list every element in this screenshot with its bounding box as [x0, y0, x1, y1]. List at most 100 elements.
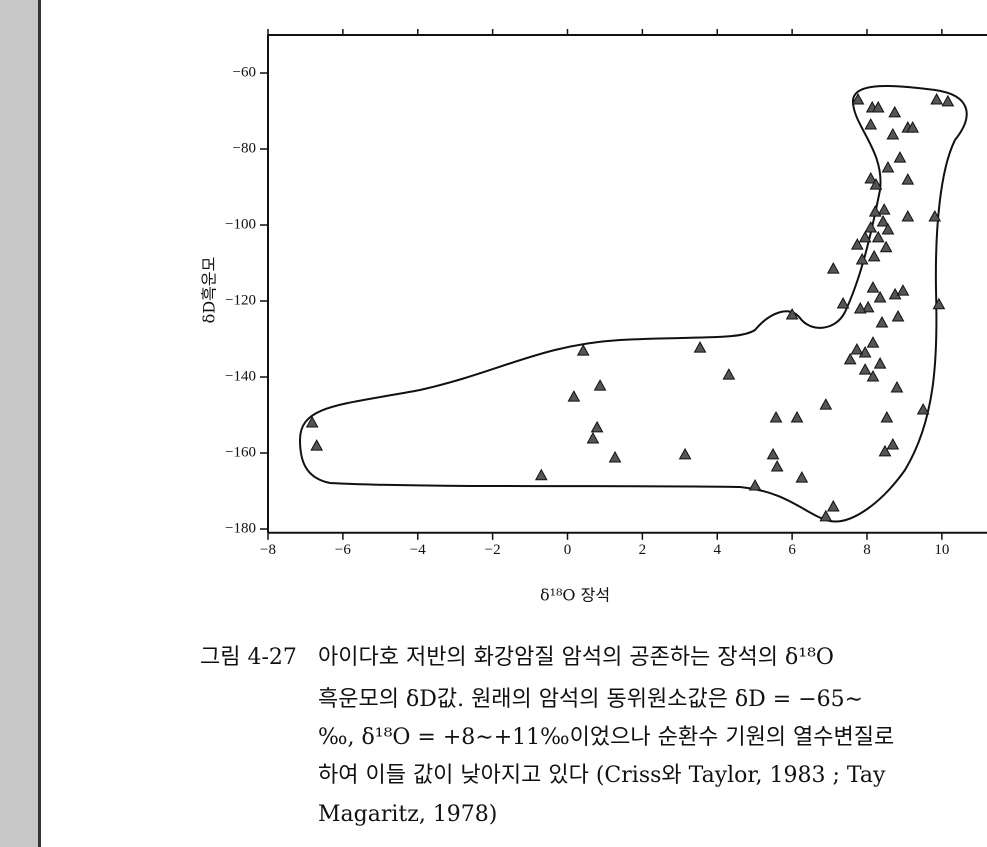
- point: [867, 249, 881, 262]
- point: [850, 342, 864, 355]
- y-tick-label: −60: [233, 64, 256, 80]
- point: [866, 369, 880, 382]
- y-tick-label: −80: [233, 140, 256, 156]
- point: [310, 439, 324, 451]
- point: [878, 444, 892, 457]
- y-tick-label: −140: [225, 368, 256, 384]
- point: [858, 346, 872, 358]
- point: [881, 222, 895, 235]
- point: [901, 209, 915, 222]
- point: [748, 479, 762, 491]
- point: [534, 468, 548, 481]
- point: [766, 447, 780, 460]
- x-tick-label: −6: [335, 542, 351, 558]
- point: [770, 460, 784, 472]
- point: [851, 92, 865, 105]
- point: [876, 214, 890, 227]
- point: [769, 411, 783, 423]
- point: [593, 379, 607, 391]
- point: [873, 357, 887, 369]
- point: [678, 447, 692, 460]
- point: [875, 316, 889, 328]
- point: [826, 499, 840, 512]
- point: [855, 252, 869, 265]
- point: [853, 301, 867, 314]
- point: [890, 380, 904, 393]
- point: [866, 336, 880, 348]
- y-tick-label: −100: [225, 216, 256, 232]
- point: [871, 230, 885, 243]
- point: [836, 297, 850, 309]
- point: [868, 205, 882, 217]
- point: [881, 160, 895, 173]
- x-tick-label: 0: [564, 542, 572, 558]
- page-edge: [38, 0, 41, 847]
- x-tick-label: −8: [260, 542, 276, 558]
- point: [850, 238, 864, 250]
- y-tick-label: −160: [225, 444, 256, 460]
- point: [826, 262, 840, 274]
- point: [864, 221, 878, 233]
- caption-line: 아이다호 저반의 화강암질 암석의 공존하는 장석의 δ¹⁸O: [318, 645, 834, 670]
- x-tick-label: 4: [714, 542, 722, 558]
- y-axis-label: δD흑운모: [200, 257, 219, 324]
- point: [608, 450, 622, 463]
- caption-line: 흑운모의 δD값. 원래의 암석의 동위원소값은 δD = −65∼: [318, 687, 863, 712]
- point: [864, 171, 878, 184]
- point: [893, 151, 907, 163]
- point: [722, 368, 736, 380]
- point: [795, 471, 809, 483]
- x-tick-label: 6: [788, 542, 796, 558]
- contour: [298, 84, 968, 523]
- point: [906, 121, 920, 133]
- point: [886, 437, 900, 450]
- x-axis-label: δ¹⁸O 장석: [540, 586, 610, 605]
- point: [877, 203, 891, 215]
- page-margin: [0, 0, 38, 847]
- point: [586, 431, 600, 444]
- point: [790, 411, 804, 423]
- point: [916, 403, 930, 415]
- point: [693, 341, 707, 353]
- point: [930, 92, 943, 105]
- point: [785, 308, 799, 320]
- point: [928, 209, 942, 222]
- point: [886, 127, 900, 140]
- point: [869, 178, 883, 190]
- point: [891, 309, 905, 322]
- y-tick-label: −180: [225, 520, 256, 536]
- point: [858, 230, 872, 243]
- caption-line: Magaritz, 1978): [318, 802, 497, 827]
- point: [567, 390, 581, 402]
- point: [819, 398, 833, 410]
- point: [871, 100, 885, 113]
- x-tick-label: −4: [410, 542, 426, 558]
- point: [819, 509, 833, 522]
- point: [901, 173, 915, 185]
- point: [932, 297, 946, 310]
- caption-line: ‰, δ¹⁸O = +8∼+11‰이었으나 순환수 기원의 열수변질로: [318, 725, 894, 750]
- x-tick-label: 8: [863, 542, 871, 558]
- point: [896, 284, 910, 296]
- point: [576, 344, 590, 356]
- point: [879, 240, 893, 253]
- point: [888, 105, 902, 118]
- point: [305, 415, 319, 428]
- caption-label: 그림 4-27: [200, 645, 297, 670]
- point: [880, 411, 894, 423]
- x-tick-label: −2: [485, 542, 501, 558]
- x-tick-label: 10: [934, 542, 949, 558]
- point: [861, 300, 875, 313]
- point: [873, 290, 887, 303]
- point: [866, 281, 880, 293]
- point: [590, 420, 604, 433]
- x-tick-label: 2: [639, 542, 647, 558]
- point: [941, 94, 955, 107]
- y-tick-label: −120: [225, 292, 256, 308]
- point: [864, 118, 878, 130]
- caption-line: 하여 이들 값이 낮아지고 있다 (Criss와 Taylor, 1983 ; …: [318, 763, 886, 788]
- point: [843, 352, 857, 365]
- point: [858, 363, 872, 375]
